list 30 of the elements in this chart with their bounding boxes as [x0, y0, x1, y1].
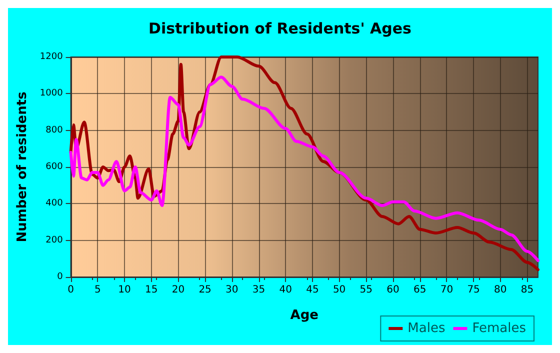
x-tick-label: 25: [198, 284, 212, 296]
x-tick-label: 15: [144, 284, 158, 296]
x-tick-label: 35: [252, 284, 266, 296]
x-tick-label: 80: [494, 284, 507, 296]
y-tick-label: 400: [46, 198, 64, 209]
x-tick-label: 55: [360, 284, 373, 296]
x-tick-label: 10: [118, 284, 131, 296]
x-tick-label: 20: [172, 284, 185, 296]
y-tick-label: 800: [46, 125, 64, 136]
y-tick-label: 200: [46, 235, 64, 246]
legend-label: Females: [472, 321, 526, 336]
x-tick-label: 50: [332, 284, 346, 296]
x-tick-label: 0: [68, 284, 74, 296]
y-tick-label: 600: [46, 162, 64, 172]
x-tick-label: 85: [520, 284, 534, 296]
x-tick-label: 65: [413, 284, 426, 296]
y-tick-label: 1200: [40, 52, 64, 62]
y-tick-label: 1000: [40, 88, 64, 99]
y-axis-title: Number of residents: [15, 91, 30, 242]
x-tick-label: 45: [306, 284, 319, 296]
x-tick-label: 75: [467, 284, 480, 296]
x-axis-title: Age: [290, 308, 319, 323]
x-tick-label: 40: [279, 284, 292, 296]
x-tick-label: 5: [94, 284, 101, 296]
chart-title: Distribution of Residents' Ages: [148, 20, 412, 38]
y-tick-label: 0: [57, 272, 64, 282]
x-tick-label: 70: [440, 284, 454, 296]
legend-label: Males: [408, 321, 446, 336]
x-tick-label: 60: [386, 284, 400, 296]
x-tick-label: 30: [226, 284, 238, 296]
